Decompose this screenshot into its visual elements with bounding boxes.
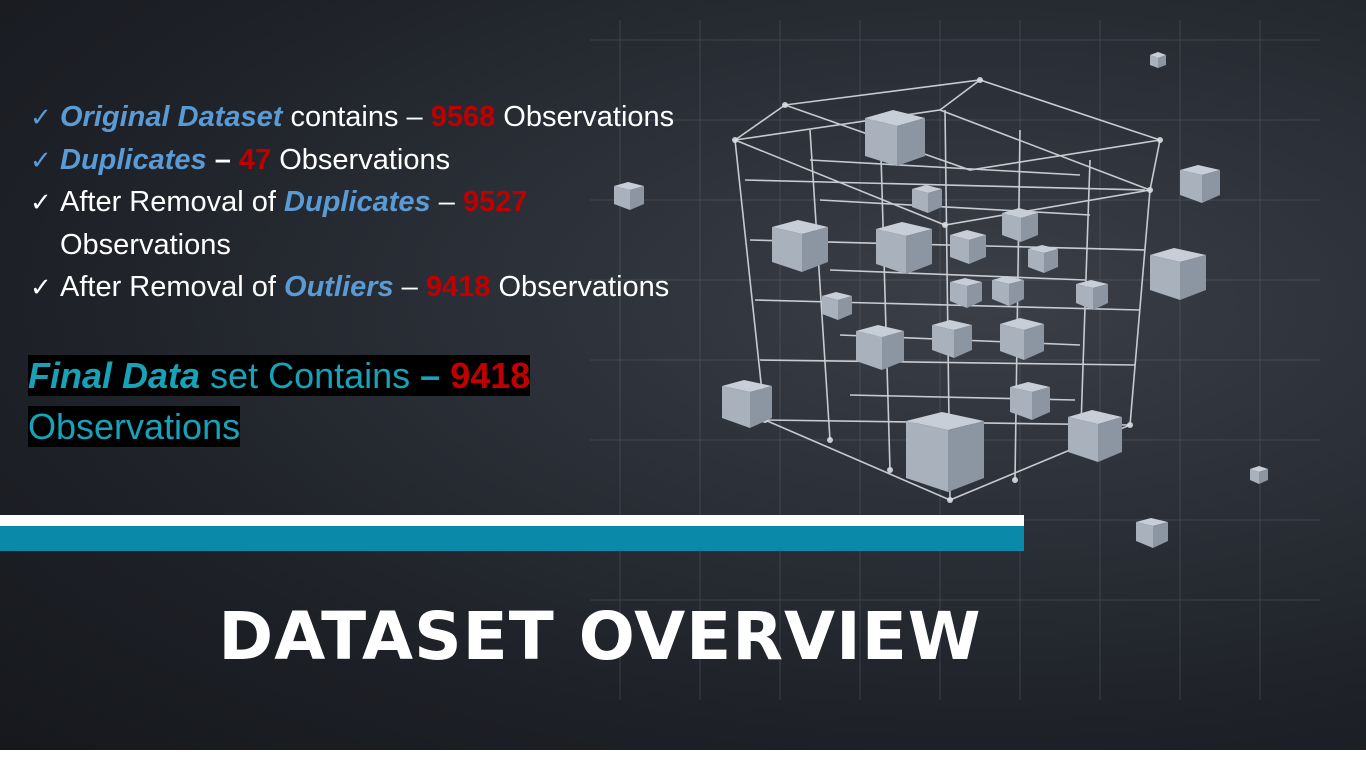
count-original: 9568 xyxy=(430,101,496,133)
bullet-dash: – xyxy=(430,186,463,218)
slide-title: DATASET OVERVIEW xyxy=(218,598,982,675)
bullet-unit: Observations xyxy=(495,101,675,133)
bullet-text: After Removal of xyxy=(60,271,285,303)
bullet-unit: Observations xyxy=(271,143,451,176)
bullet-duplicates: ✓ Duplicates – 47 Observations xyxy=(30,139,790,182)
checkmark-icon: ✓ xyxy=(30,102,52,132)
bullet-text: contains – xyxy=(282,101,431,133)
bullet-unit: Observations xyxy=(60,228,231,261)
final-count: 9418 xyxy=(450,355,531,396)
bullet-unit: Observations xyxy=(490,271,670,303)
bullet-dash: – xyxy=(206,143,239,176)
checkmark-icon: ✓ xyxy=(30,187,52,217)
bullet-after-outliers: ✓ After Removal of Outliers – 9418 Obser… xyxy=(30,266,790,309)
final-highlight: Final Data set Contains – 9418 Observatio… xyxy=(28,355,531,447)
final-dash: – xyxy=(410,355,451,396)
bottom-white-strip xyxy=(0,750,1366,768)
term-duplicates: Duplicates xyxy=(60,143,207,176)
divider-white-bar xyxy=(0,515,1024,526)
checkmark-icon: ✓ xyxy=(30,144,52,175)
bullet-after-duplicates: ✓ After Removal of Duplicates – 9527 Obs… xyxy=(30,181,620,266)
checkmark-icon: ✓ xyxy=(30,272,52,302)
final-unit: Observations xyxy=(28,406,241,447)
term-outliers: Outliers xyxy=(284,271,394,303)
divider-teal-bar xyxy=(0,526,1024,551)
count-after-outliers: 9418 xyxy=(425,271,491,303)
term-original-dataset: Original Dataset xyxy=(60,101,283,133)
summary-bullet-list: ✓ Original Dataset contains – 9568 Obser… xyxy=(30,96,790,309)
final-text: set Contains xyxy=(200,355,411,396)
count-duplicates: 47 xyxy=(238,143,272,176)
bullet-text: After Removal of xyxy=(60,186,285,218)
count-after-duplicates: 9527 xyxy=(462,186,528,218)
bullet-original-dataset: ✓ Original Dataset contains – 9568 Obser… xyxy=(30,96,790,139)
final-term: Final Data xyxy=(28,355,201,396)
network-cube-illustration xyxy=(590,20,1320,700)
term-duplicates: Duplicates xyxy=(284,186,431,218)
bullet-dash: – xyxy=(393,271,426,303)
slide: ✓ Original Dataset contains – 9568 Obser… xyxy=(0,0,1366,750)
final-dataset-callout: Final Data set Contains – 9418 Observatio… xyxy=(28,350,588,452)
